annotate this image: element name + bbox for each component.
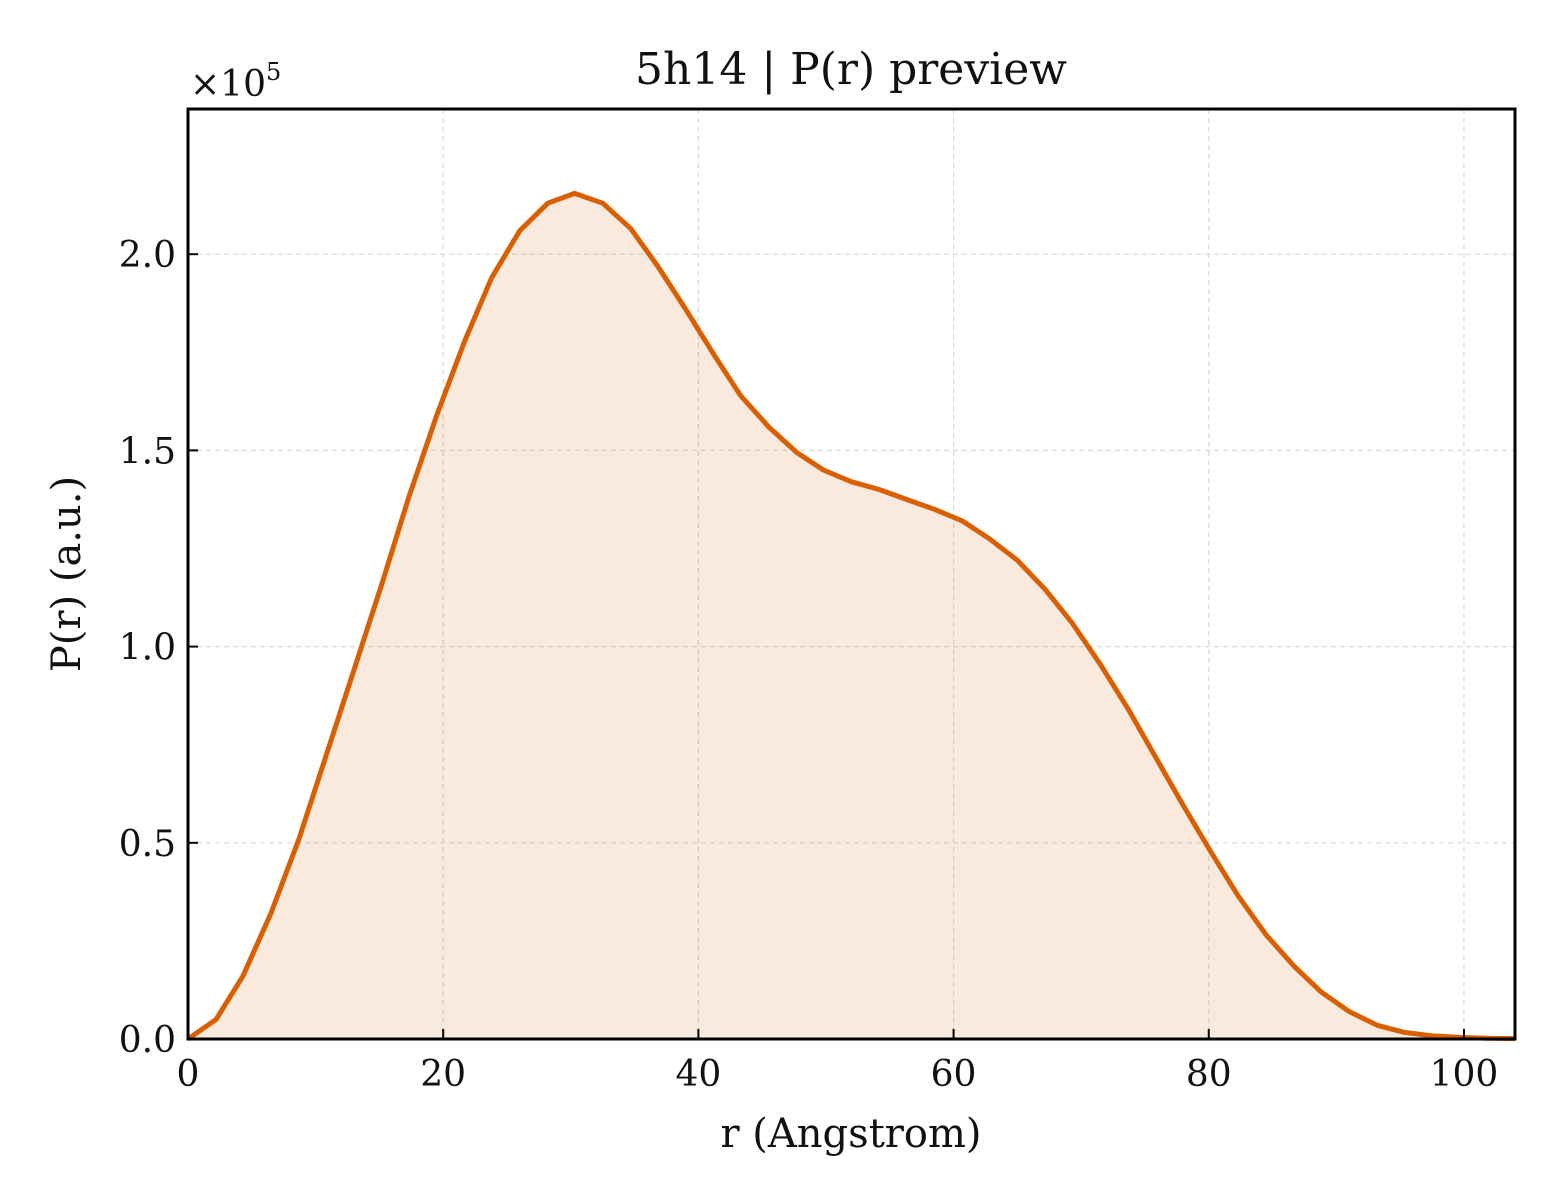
y-tick-label: 1.5 [119, 431, 176, 472]
y-tick-label: 0.0 [119, 1020, 176, 1061]
area-fill [188, 193, 1515, 1039]
axis-ticks: 0 20 40 60 80 100 0.0 0.5 1.0 1.5 2.0 [119, 235, 1499, 1095]
y-axis-label: P(r) (a.u.) [44, 476, 90, 672]
grid-lines [188, 109, 1515, 1039]
series-line [186, 190, 1516, 1042]
x-tick-label: 40 [675, 1054, 721, 1095]
y-tick-label: 1.0 [119, 628, 176, 669]
x-tick-label: 100 [1430, 1054, 1499, 1095]
y-tick-label: 0.5 [119, 824, 176, 865]
x-tick-label: 20 [420, 1054, 466, 1095]
x-axis-label: r (Angstrom) [720, 1111, 981, 1157]
plot-frame [186, 107, 1517, 1041]
x-tick-label: 0 [177, 1054, 200, 1095]
x-tick-label: 60 [931, 1054, 977, 1095]
y-multiplier-base: ×10 [190, 64, 266, 105]
y-multiplier-exponent: 5 [266, 58, 281, 86]
chart-title: 5h14 | P(r) preview [635, 44, 1067, 95]
y-multiplier-label: ×105 [190, 58, 281, 105]
y-tick-label: 2.0 [119, 235, 176, 276]
x-tick-label: 80 [1186, 1054, 1232, 1095]
